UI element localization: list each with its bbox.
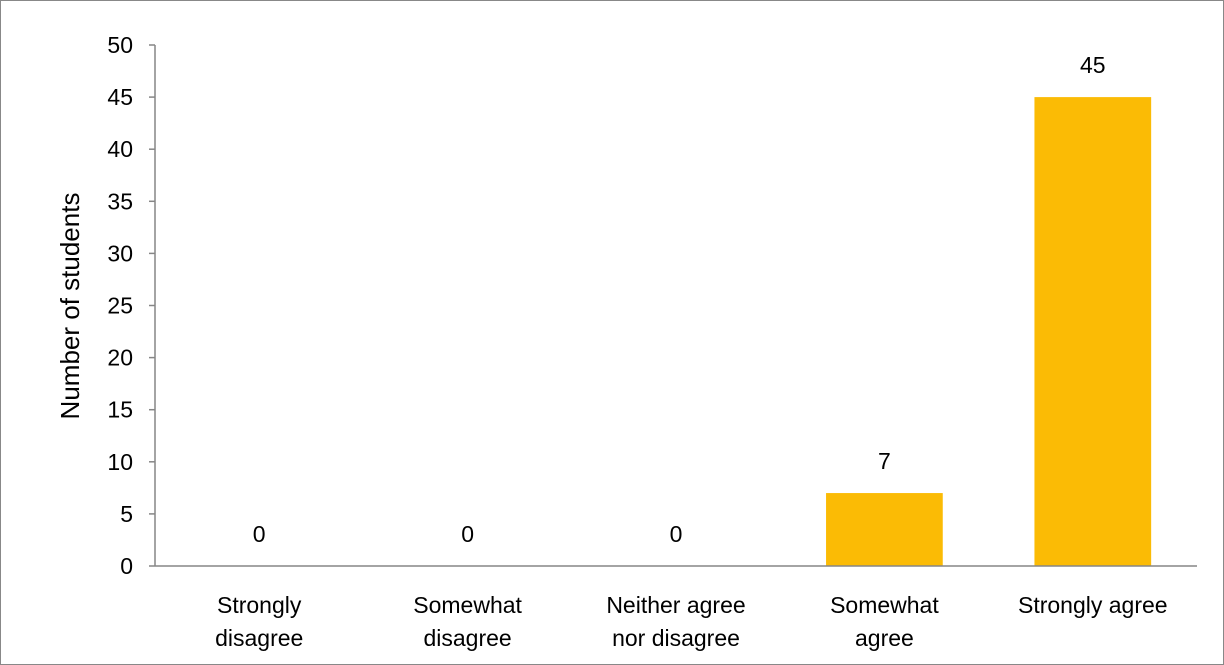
bar	[1034, 97, 1152, 566]
data-label: 0	[670, 521, 683, 547]
y-axis-title: Number of students	[55, 193, 85, 420]
data-labels: 0 0 0 7 45	[253, 52, 1106, 547]
x-category-label: Somewhat agree	[830, 592, 939, 651]
y-tick-label: 10	[107, 449, 133, 475]
y-tick-label: 40	[107, 136, 133, 162]
y-tick-label: 20	[107, 345, 133, 371]
x-category-label: Neither agree nor disagree	[606, 592, 745, 651]
y-tick-label: 35	[107, 188, 133, 214]
y-tick-label: 25	[107, 293, 133, 319]
x-category-label: Somewhat disagree	[413, 592, 522, 651]
bar	[826, 493, 943, 566]
x-category-label: Strongly agree	[1018, 592, 1168, 618]
y-axis-ticks: 0 5 10 15 20 25 30 35 40 45 50	[107, 32, 155, 579]
x-category-label: Strongly disagree	[215, 592, 303, 651]
data-label: 45	[1080, 52, 1106, 78]
y-tick-label: 50	[107, 32, 133, 58]
data-label: 0	[461, 521, 474, 547]
y-tick-label: 45	[107, 84, 133, 110]
y-tick-label: 0	[120, 553, 133, 579]
y-tick-label: 15	[107, 397, 133, 423]
data-label: 7	[878, 448, 891, 474]
y-tick-label: 5	[120, 501, 133, 527]
data-label: 0	[253, 521, 266, 547]
y-tick-label: 30	[107, 240, 133, 266]
x-axis-labels: Strongly disagree Somewhat disagree Neither …	[215, 592, 1168, 651]
bars	[826, 97, 1152, 566]
